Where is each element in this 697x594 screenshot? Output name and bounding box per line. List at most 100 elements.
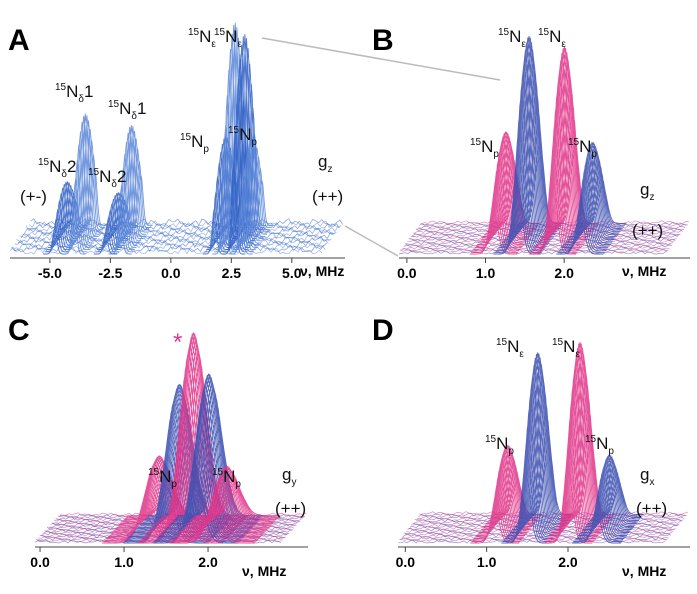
annotation-sup: 15 [212, 467, 224, 478]
annotation: 15Np [228, 125, 257, 148]
baseline-trace [411, 523, 679, 527]
x-tick-label: 0.0 [397, 265, 417, 281]
annotation-sup: 15 [108, 99, 120, 110]
annotation-sub: ε [521, 39, 526, 50]
annotation: 15Np [470, 137, 499, 160]
annotation: 15Nε [538, 27, 566, 50]
annotation: 15Nε [496, 337, 524, 360]
x-tick-label: 1.0 [114, 554, 134, 570]
peak [528, 46, 599, 255]
annotation-sup: 15 [568, 137, 580, 148]
annotation-base: N [596, 434, 608, 453]
annotation: 15Np [212, 467, 241, 490]
baseline-trace [24, 226, 337, 235]
annotation: * [173, 329, 182, 356]
x-tick-label: 5.0 [282, 265, 302, 281]
annotation: (++) [275, 499, 306, 518]
annotation-sup: 15 [496, 337, 508, 348]
peak [169, 465, 281, 544]
peak [501, 352, 573, 544]
annotation-sub: p [591, 149, 597, 160]
x-tick-label: 2.0 [558, 554, 578, 570]
annotation: 15Nε [214, 27, 242, 50]
annotation-base: N [119, 99, 131, 118]
annotation-base: g [282, 465, 291, 484]
annotation-base: N [563, 337, 575, 356]
peak [222, 34, 267, 255]
x-axis-label: ν, MHz [300, 263, 344, 279]
annotation-base: N [481, 137, 493, 156]
annotation-sub: ε [237, 39, 242, 50]
baseline-trace [409, 524, 678, 529]
x-tick-label: 0.0 [396, 554, 416, 570]
baseline-trace [418, 514, 686, 518]
annotation: 15Np [568, 137, 597, 160]
panel: -5.0 -2.5 0.0 2.5 5.0ν, MHzA15Nδ215Nδ115Nδ21… [8, 22, 345, 281]
annotation-sup: 15 [148, 467, 160, 478]
annotation-base: N [191, 132, 203, 151]
annotation-suffix: 2 [67, 157, 76, 176]
annotation: 15Nδ1 [55, 82, 93, 105]
annotation-sub: δ [61, 169, 67, 180]
annotation: 15Nδ2 [38, 157, 76, 180]
x-tick-label: 2.0 [198, 554, 218, 570]
annotation-sup: 15 [552, 337, 564, 348]
annotation-sup: 15 [55, 82, 67, 93]
annotation-sub: ε [519, 349, 524, 360]
panel-label: B [372, 24, 394, 57]
x-tick-label: -2.5 [98, 265, 122, 281]
annotation-sub: p [251, 137, 257, 148]
annotation-base: N [66, 82, 78, 101]
panel-label: A [8, 24, 30, 57]
annotation: 15Nδ1 [108, 99, 146, 122]
annotation-base: N [579, 137, 591, 156]
annotation-sub: p [171, 479, 177, 490]
annotation: gx [640, 465, 654, 488]
x-tick-label: 2.5 [222, 265, 242, 281]
annotation-base: * [173, 329, 182, 356]
annotation-suffix: 1 [137, 99, 146, 118]
annotation: (++) [312, 187, 343, 206]
annotation-sup: 15 [538, 27, 550, 38]
annotation-base: N [239, 125, 251, 144]
annotation: 15Np [585, 434, 614, 457]
annotation-sub: p [203, 144, 209, 155]
annotation-base: g [640, 465, 649, 484]
x-tick-label: -5.0 [38, 265, 62, 281]
peak [556, 142, 627, 255]
annotation: 15Nε [188, 27, 216, 50]
annotation-sub: y [291, 477, 296, 488]
annotation: 15Np [485, 434, 514, 457]
annotation: gz [640, 180, 654, 203]
baseline-trace [399, 538, 667, 542]
annotation-base: N [223, 467, 235, 486]
x-axis-label: ν, MHz [622, 563, 666, 579]
annotation-sup: 15 [470, 137, 482, 148]
panel-label: D [372, 314, 394, 347]
annotation-base: N [549, 27, 561, 46]
annotation-sup: 15 [485, 434, 497, 445]
annotation-sup: 15 [38, 157, 50, 168]
annotation-base: N [49, 157, 61, 176]
x-axis-label: ν, MHz [622, 263, 666, 279]
annotation-base: N [159, 467, 171, 486]
x-axis-label: ν, MHz [242, 563, 286, 579]
peak [229, 136, 274, 255]
annotation-base: g [318, 152, 327, 171]
annotation: 15Nε [552, 337, 580, 360]
annotation-sup: 15 [188, 27, 200, 38]
x-tick-label: 1.0 [476, 265, 496, 281]
annotation-base: (++) [312, 187, 343, 206]
annotation: (+-) [20, 187, 47, 206]
annotation-base: (++) [275, 499, 306, 518]
annotation-sub: δ [111, 179, 117, 190]
annotation-base: N [99, 167, 111, 186]
peak [493, 35, 564, 255]
peak [62, 113, 107, 255]
annotation: 15Nδ2 [88, 167, 126, 190]
annotation-base: N [496, 434, 508, 453]
annotation-base: (++) [632, 221, 663, 240]
